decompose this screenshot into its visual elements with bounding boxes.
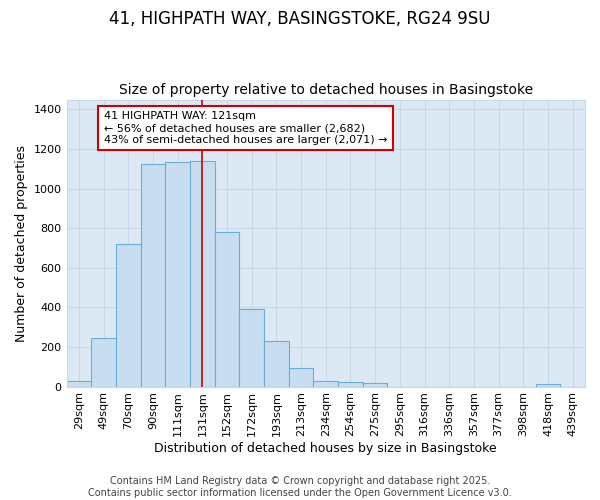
Bar (116, 244, 140, 386)
Title: Size of property relative to detached houses in Basingstoke: Size of property relative to detached ho… (119, 83, 533, 97)
Bar (289, 368, 313, 386)
Bar (165, 162, 190, 386)
Bar (91, 338, 116, 386)
Bar (140, 164, 165, 386)
Bar (190, 161, 215, 386)
Text: Contains HM Land Registry data © Crown copyright and database right 2025.
Contai: Contains HM Land Registry data © Crown c… (88, 476, 512, 498)
Text: 41 HIGHPATH WAY: 121sqm
← 56% of detached houses are smaller (2,682)
43% of semi: 41 HIGHPATH WAY: 121sqm ← 56% of detache… (104, 112, 387, 144)
Bar (264, 341, 289, 386)
Bar (363, 383, 388, 386)
Bar (338, 382, 363, 386)
X-axis label: Distribution of detached houses by size in Basingstoke: Distribution of detached houses by size … (154, 442, 497, 455)
Bar (536, 384, 560, 386)
Bar (67, 381, 91, 386)
Y-axis label: Number of detached properties: Number of detached properties (15, 144, 28, 342)
Text: 41, HIGHPATH WAY, BASINGSTOKE, RG24 9SU: 41, HIGHPATH WAY, BASINGSTOKE, RG24 9SU (109, 10, 491, 28)
Bar (313, 381, 338, 386)
Bar (239, 310, 264, 386)
Bar (215, 232, 239, 386)
